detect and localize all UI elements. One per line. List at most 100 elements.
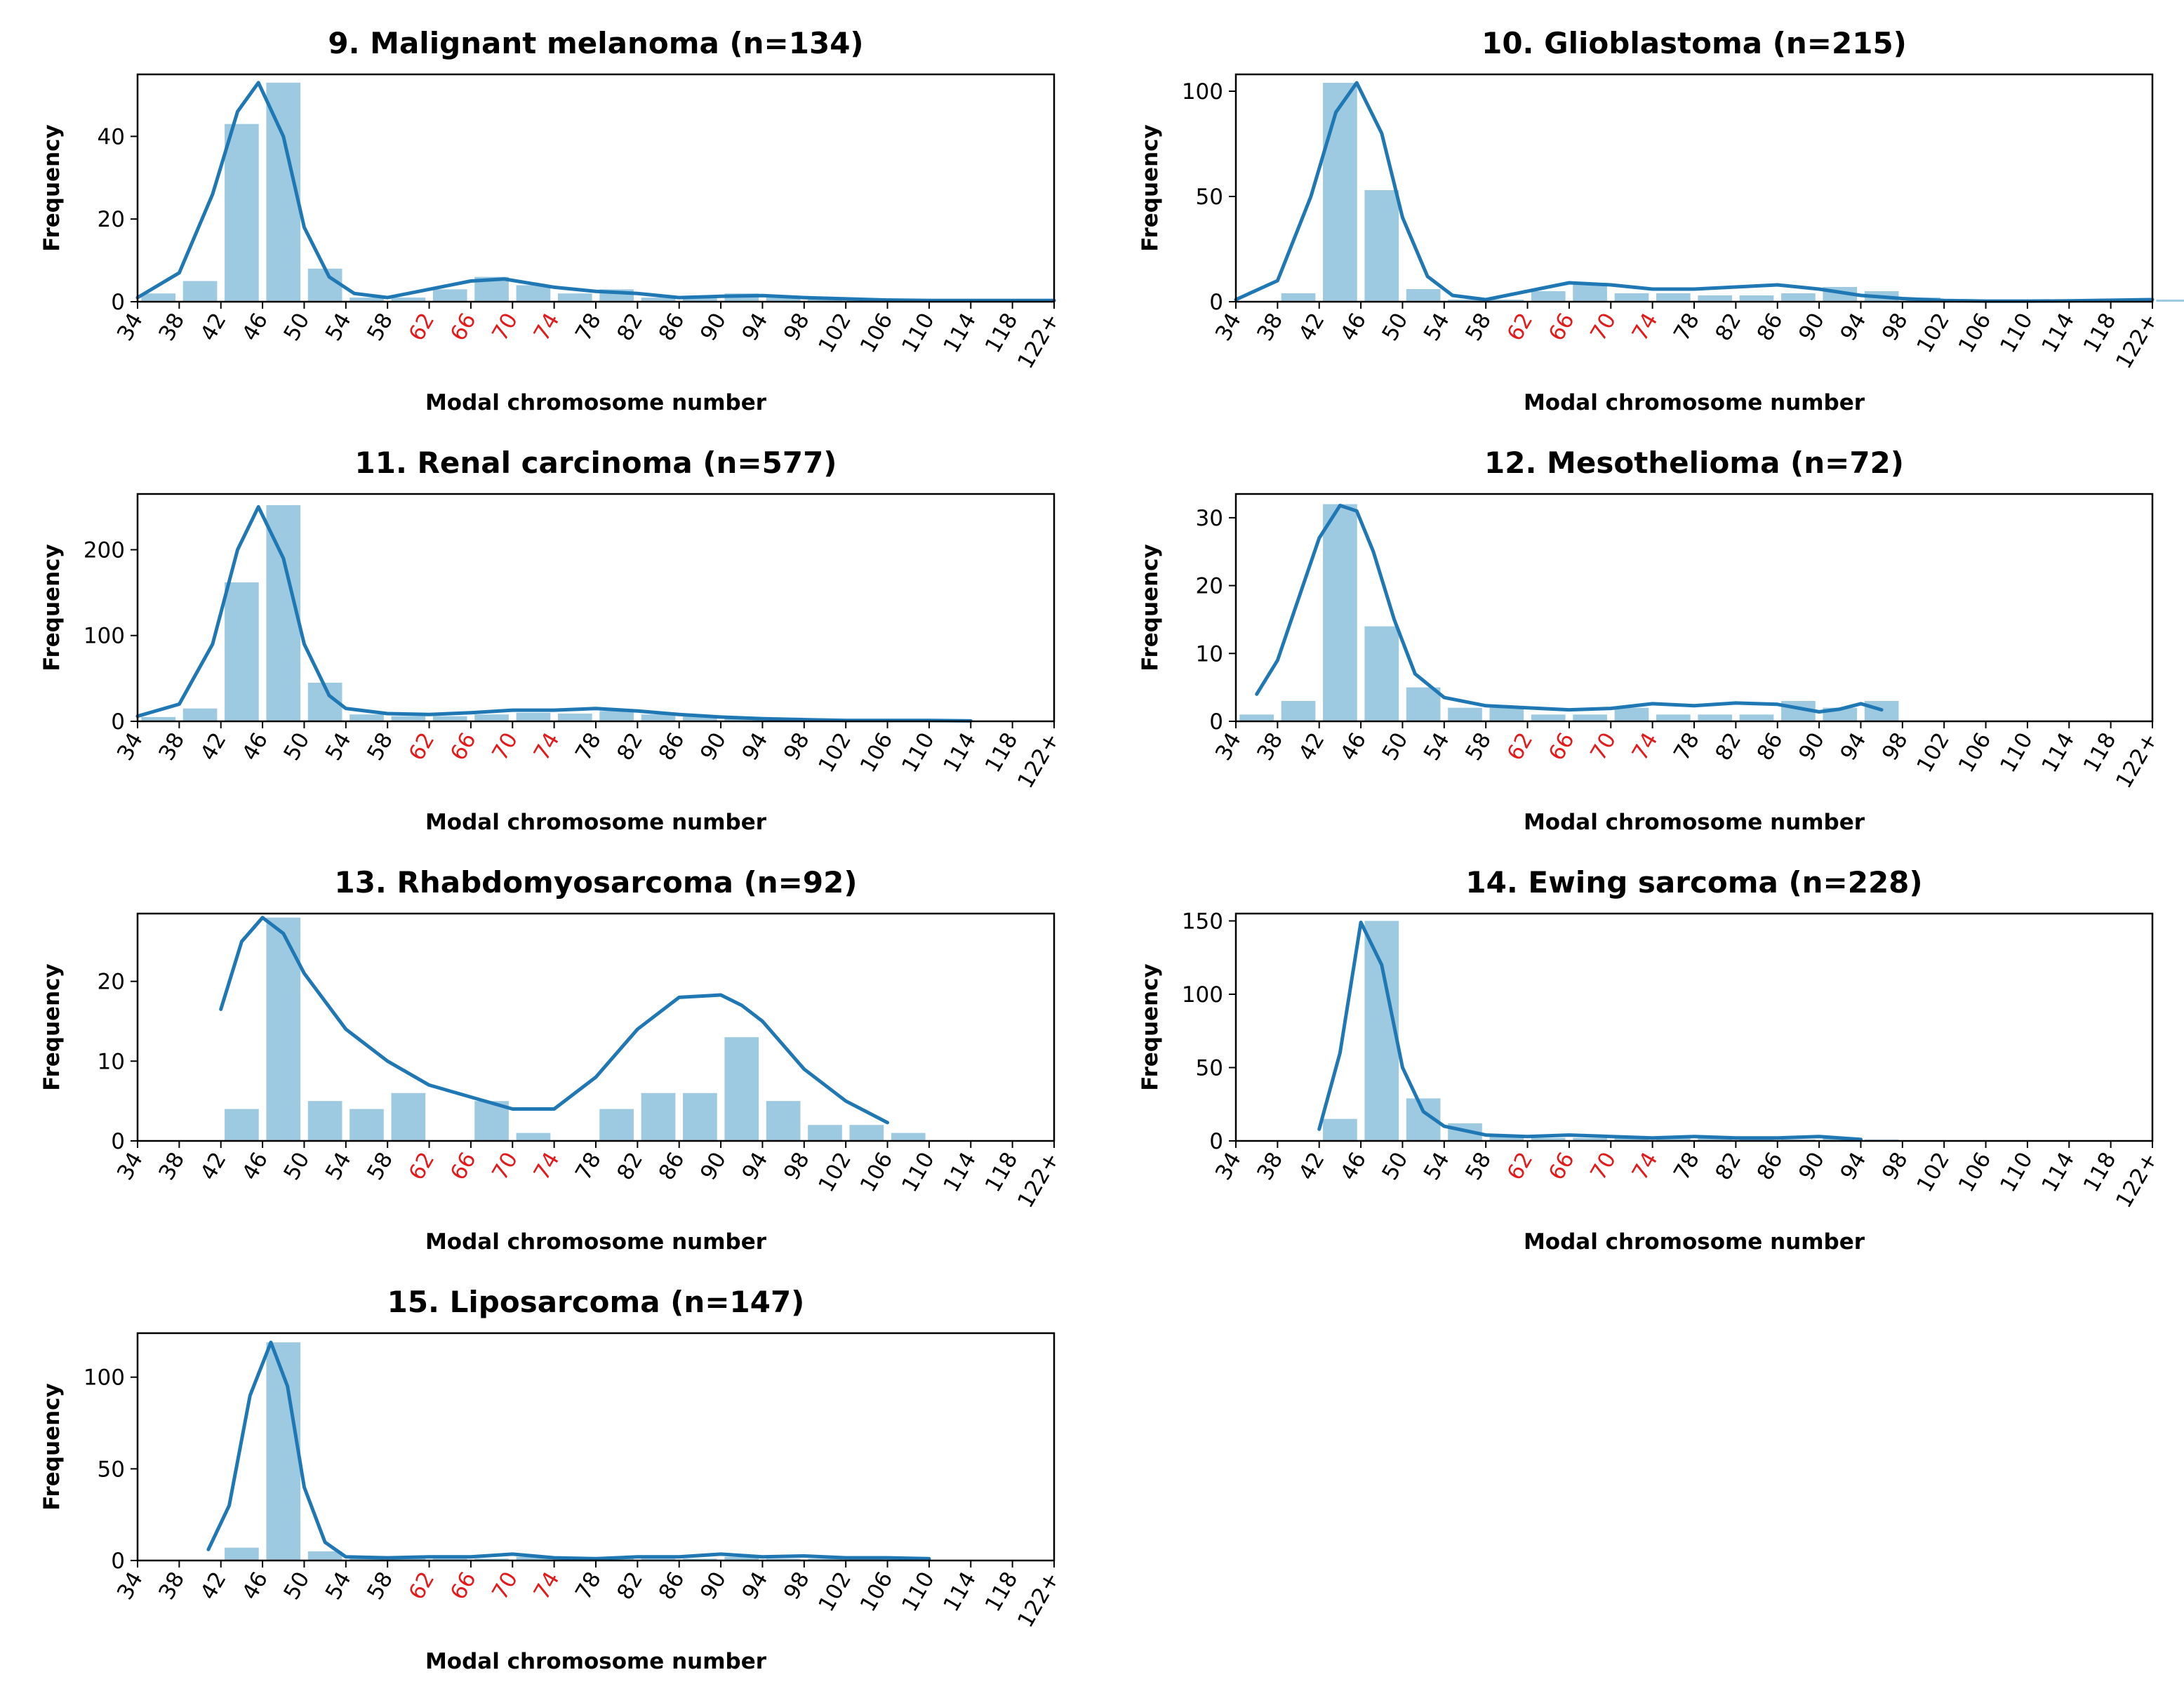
x-tick-label-62: 62 — [404, 1568, 440, 1604]
bar-38 — [182, 708, 218, 721]
bar-106 — [891, 1132, 926, 1141]
bar-78 — [599, 711, 634, 721]
bar-38 — [1281, 293, 1316, 302]
x-tick-label-62: 62 — [1503, 728, 1538, 765]
bar-78 — [599, 1558, 634, 1561]
bar-42 — [225, 582, 259, 721]
chart-title: 13. Rhabdomyosarcoma (n=92) — [334, 865, 857, 900]
bar-66 — [474, 714, 509, 721]
x-tick-label-58: 58 — [362, 1568, 398, 1604]
x-tick-label-102: 102 — [813, 309, 856, 357]
bar-46 — [1364, 921, 1399, 1141]
x-tick-label-42: 42 — [1294, 309, 1330, 345]
bar-58 — [1489, 1136, 1524, 1141]
density-curve — [206, 1340, 931, 1561]
bar-78 — [599, 1109, 634, 1141]
x-tick-label-106: 106 — [1954, 1148, 1997, 1196]
x-tick-label-106: 106 — [855, 309, 898, 357]
bar-90 — [724, 1556, 759, 1561]
y-axis-label: Frequency — [39, 1383, 65, 1510]
y-tick-label-150: 150 — [1182, 909, 1223, 934]
x-tick-label-90: 90 — [695, 728, 731, 765]
x-tick-label-62: 62 — [404, 728, 440, 765]
bar-50 — [1406, 289, 1441, 302]
bar-34 — [141, 716, 176, 721]
chart-panel-liposarcoma: 15. Liposarcoma (n=147)34 38 42 46 50 54 58 62 6… — [39, 1285, 1065, 1674]
y-tick-label-20: 20 — [98, 207, 125, 232]
bar-46 — [266, 504, 301, 721]
x-tick-label-98: 98 — [1877, 309, 1913, 345]
bar-50 — [307, 1101, 342, 1141]
x-tick-label-38: 38 — [1252, 728, 1288, 765]
bar-78 — [1698, 1137, 1733, 1141]
bar-102 — [849, 1125, 884, 1141]
bar-74 — [557, 713, 592, 721]
x-tick-label-74: 74 — [529, 1568, 565, 1604]
x-tick-label-122+: 122+ — [1013, 728, 1065, 793]
bar-70 — [1614, 707, 1649, 721]
bar-62 — [432, 716, 467, 721]
y-tick-label-50: 50 — [1196, 185, 1223, 210]
x-tick-label-110: 110 — [1995, 728, 2038, 777]
x-tick-label-62: 62 — [1503, 1148, 1538, 1184]
x-tick-label-98: 98 — [779, 1148, 815, 1184]
x-tick-label-94: 94 — [737, 309, 773, 345]
x-tick-label-118: 118 — [980, 1568, 1023, 1616]
density-curve — [135, 504, 973, 723]
bar-42 — [225, 1109, 259, 1141]
bar-54 — [349, 1558, 384, 1561]
x-tick-label-38: 38 — [154, 1148, 189, 1184]
x-tick-label-54: 54 — [321, 1148, 357, 1184]
x-tick-label-98: 98 — [779, 309, 815, 345]
x-tick-label-82: 82 — [612, 1568, 648, 1604]
x-tick-label-58: 58 — [1460, 1148, 1496, 1184]
x-tick-label-70: 70 — [1585, 309, 1621, 345]
x-tick-label-86: 86 — [1752, 309, 1788, 345]
x-tick-label-102: 102 — [813, 1568, 856, 1616]
chart-panel-ewing-sarcoma: 14. Ewing sarcoma (n=228)34 38 42 46 50 54 58 6… — [1138, 865, 2163, 1255]
x-tick-label-110: 110 — [1995, 1148, 2038, 1196]
x-tick-label-102: 102 — [1912, 1148, 1955, 1196]
x-tick-label-50: 50 — [1377, 309, 1413, 345]
x-tick-label-74: 74 — [529, 728, 565, 765]
bar-70 — [1614, 293, 1649, 302]
x-tick-label-102: 102 — [1912, 309, 1955, 357]
x-tick-label-106: 106 — [1954, 309, 1997, 357]
x-tick-label-82: 82 — [1710, 728, 1746, 765]
bar-70 — [516, 285, 551, 302]
x-tick-label-50: 50 — [1377, 1148, 1413, 1184]
x-tick-label-102: 102 — [813, 1148, 856, 1196]
bar-54 — [1448, 707, 1482, 721]
x-tick-label-78: 78 — [571, 728, 606, 765]
y-tick-label-100: 100 — [84, 1365, 125, 1391]
x-tick-label-110: 110 — [897, 1148, 940, 1196]
x-tick-label-38: 38 — [154, 1568, 189, 1604]
y-tick-label-0: 0 — [111, 290, 125, 315]
bar-58 — [1489, 707, 1524, 721]
x-tick-label-98: 98 — [779, 1568, 815, 1604]
y-tick-label-100: 100 — [84, 624, 125, 649]
x-tick-label-102: 102 — [813, 728, 856, 777]
bar-102 — [849, 1558, 884, 1561]
x-tick-label-78: 78 — [1669, 1148, 1705, 1184]
y-tick-label-20: 20 — [1196, 574, 1223, 599]
x-tick-label-114: 114 — [2037, 1148, 2079, 1196]
x-tick-label-38: 38 — [1252, 309, 1288, 345]
bar-66 — [474, 1558, 509, 1561]
x-tick-label-66: 66 — [446, 309, 481, 345]
x-tick-label-42: 42 — [196, 728, 232, 765]
y-tick-label-0: 0 — [1209, 1129, 1223, 1154]
x-tick-label-42: 42 — [196, 1568, 232, 1604]
x-tick-label-94: 94 — [737, 1148, 773, 1184]
x-tick-label-86: 86 — [1752, 1148, 1788, 1184]
bar-70 — [516, 1556, 551, 1561]
bar-42 — [225, 123, 259, 302]
bar-50 — [307, 268, 342, 302]
bar-74 — [1656, 1137, 1691, 1141]
y-tick-label-20: 20 — [98, 970, 125, 995]
bar-66 — [1573, 1137, 1607, 1141]
bar-58 — [391, 1092, 426, 1141]
bar-94 — [766, 298, 801, 302]
y-tick-label-50: 50 — [98, 1457, 125, 1482]
x-tick-label-98: 98 — [779, 728, 815, 765]
